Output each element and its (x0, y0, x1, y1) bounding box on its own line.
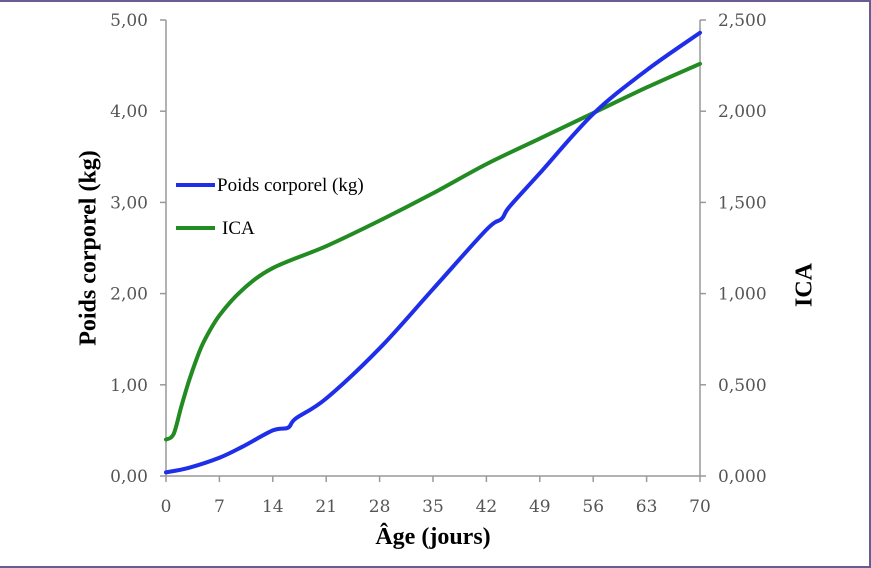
y-tick-label: 1,00 (110, 376, 148, 396)
y2-axis-title: ICA (792, 262, 818, 307)
x-tick-label: 35 (422, 497, 444, 517)
x-tick-label: 7 (214, 497, 225, 517)
x-tick-label: 21 (315, 497, 337, 517)
x-tick-label: 0 (161, 497, 172, 517)
x-tick-label: 42 (476, 497, 498, 517)
x-tick-label: 28 (369, 497, 391, 517)
y-axis-title: Poids corporel (kg) (76, 150, 102, 346)
legend-label-poids: Poids corporel (kg) (217, 175, 364, 196)
y-tick-label: 5,00 (110, 11, 148, 31)
y2-tick-label: 0,000 (718, 467, 767, 487)
y2-tick-label: 2,500 (718, 11, 767, 31)
x-axis-title: Âge (jours) (375, 523, 490, 550)
x-tick-label: 49 (529, 497, 551, 517)
series (164, 30, 702, 475)
ticks: 0 7 14 21 28 35 42 49 56 63 70 0,00 1,00 2,00 3,00 4,00… (110, 11, 767, 517)
y-tick-label: 2,00 (110, 285, 148, 305)
y2-tick-label: 2,000 (718, 102, 767, 122)
x-tick-label: 56 (582, 497, 604, 517)
y2-tick-label: 0,500 (718, 376, 767, 396)
series-line-poids (164, 30, 702, 475)
x-tick-label: 14 (262, 497, 284, 517)
x-tick-label: 63 (636, 497, 658, 517)
y2-tick-label: 1,000 (718, 285, 767, 305)
x-tick-label: 70 (689, 497, 711, 517)
legend: Poids corporel (kg) ICA (176, 175, 364, 239)
series-line-ica (164, 61, 702, 442)
legend-label-ica: ICA (222, 218, 255, 239)
y-tick-label: 4,00 (110, 102, 148, 122)
y-tick-label: 0,00 (110, 467, 148, 487)
y2-tick-label: 1,500 (718, 193, 767, 213)
y-tick-label: 3,00 (110, 193, 148, 213)
